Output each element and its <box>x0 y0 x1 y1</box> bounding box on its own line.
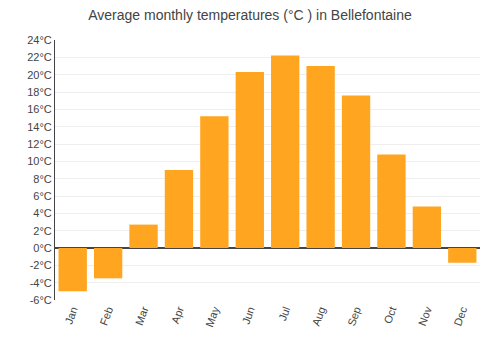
svg-text:Mar: Mar <box>133 305 151 327</box>
svg-text:22°C: 22°C <box>27 51 52 63</box>
svg-text:20°C: 20°C <box>27 69 52 81</box>
svg-text:Average monthly temperatures (: Average monthly temperatures (°C ) in Be… <box>88 7 412 23</box>
svg-text:Jul: Jul <box>276 305 292 322</box>
svg-text:Jun: Jun <box>239 305 256 326</box>
svg-text:Oct: Oct <box>381 305 398 325</box>
svg-text:8°C: 8°C <box>33 173 52 185</box>
svg-text:-6°C: -6°C <box>30 294 52 306</box>
svg-text:16°C: 16°C <box>27 103 52 115</box>
svg-text:Sep: Sep <box>345 305 363 328</box>
svg-text:Dec: Dec <box>451 304 469 327</box>
svg-text:14°C: 14°C <box>27 121 52 133</box>
svg-text:Jan: Jan <box>62 305 79 326</box>
svg-text:-2°C: -2°C <box>30 259 52 271</box>
svg-text:May: May <box>203 304 222 328</box>
svg-text:2°C: 2°C <box>33 225 52 237</box>
svg-text:24°C: 24°C <box>27 34 52 46</box>
svg-text:Apr: Apr <box>169 305 186 326</box>
svg-text:Aug: Aug <box>310 305 328 328</box>
svg-text:0°C: 0°C <box>33 242 52 254</box>
svg-text:12°C: 12°C <box>27 138 52 150</box>
svg-text:10°C: 10°C <box>27 155 52 167</box>
svg-text:Feb: Feb <box>97 305 115 327</box>
svg-text:18°C: 18°C <box>27 86 52 98</box>
svg-text:4°C: 4°C <box>33 207 52 219</box>
svg-text:-4°C: -4°C <box>30 277 52 289</box>
svg-text:6°C: 6°C <box>33 190 52 202</box>
svg-text:Nov: Nov <box>416 304 434 327</box>
